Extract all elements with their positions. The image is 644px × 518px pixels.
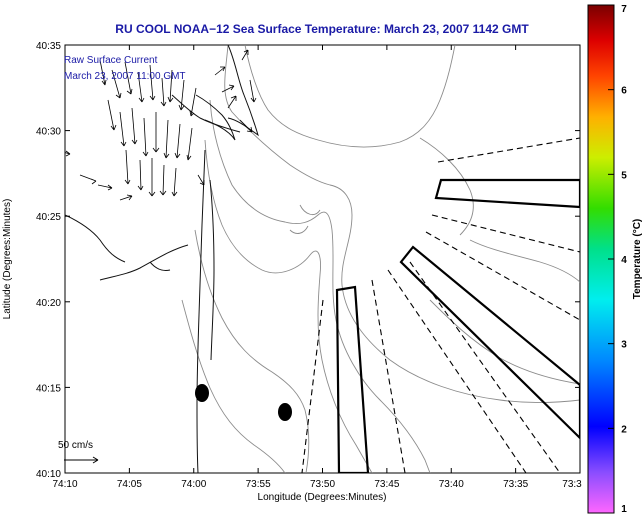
buoy-marker-1: [195, 384, 209, 402]
colorbar-tick-label: 2: [621, 424, 627, 435]
y-tick-label: 40:20: [36, 298, 61, 309]
colorbar-label: Temperature (°C): [632, 219, 643, 300]
y-axis-ticks: 40:35 40:30 40:25 40:20 40:15 40:10: [36, 41, 580, 480]
y-axis-label: Latitude (Degrees:Minutes): [2, 199, 13, 320]
x-tick-label: 73:35: [503, 479, 528, 490]
figure-title: RU COOL NOAA−12 Sea Surface Temperature:…: [115, 22, 529, 36]
x-axis-ticks: 74:10 74:05 74:00 73:55 73:50 73:45 73:40 73:35…: [52, 45, 582, 490]
y-tick-label: 40:15: [36, 383, 61, 394]
y-tick-label: 40:35: [36, 41, 61, 52]
colorbar-ticks: 7 6 5 4 3 2 1: [608, 4, 627, 515]
radar-coverage-dashes: [301, 137, 580, 473]
colorbar-tick-label: 7: [621, 4, 627, 15]
x-tick-label: 73:45: [374, 479, 399, 490]
y-tick-label: 40:25: [36, 212, 61, 223]
colorbar-tick-label: 6: [621, 86, 627, 97]
x-axis-label: Longitude (Degrees:Minutes): [258, 492, 387, 503]
measurement-boxes: [335, 178, 580, 473]
bathymetry-contours: [181, 45, 580, 473]
x-tick-label: 73:40: [439, 479, 464, 490]
x-tick-label: 73:3: [562, 479, 582, 490]
x-tick-label: 74:10: [52, 479, 77, 490]
colorbar-tick-label: 4: [621, 255, 627, 266]
y-tick-label: 40:10: [36, 469, 61, 480]
x-tick-label: 74:05: [117, 479, 142, 490]
x-tick-label: 74:00: [181, 479, 206, 490]
coastline: [65, 45, 259, 473]
x-tick-label: 73:55: [246, 479, 271, 490]
colorbar-tick-label: 3: [621, 340, 627, 351]
scale-arrow-icon: [64, 456, 99, 464]
surface-current-vectors: [65, 49, 257, 201]
overlay-line-1: Raw Surface Current: [64, 55, 158, 66]
colorbar-tick-label: 1: [621, 504, 627, 515]
overlay-line-2: March 23, 2007 11:00 GMT: [64, 71, 186, 82]
y-tick-label: 40:30: [36, 127, 61, 138]
colorbar-tick-label: 5: [621, 170, 627, 181]
x-tick-label: 73:50: [310, 479, 335, 490]
buoy-marker-2: [278, 403, 292, 421]
scale-arrow-label: 50 cm/s: [58, 440, 93, 451]
plot-frame: [64, 44, 581, 474]
